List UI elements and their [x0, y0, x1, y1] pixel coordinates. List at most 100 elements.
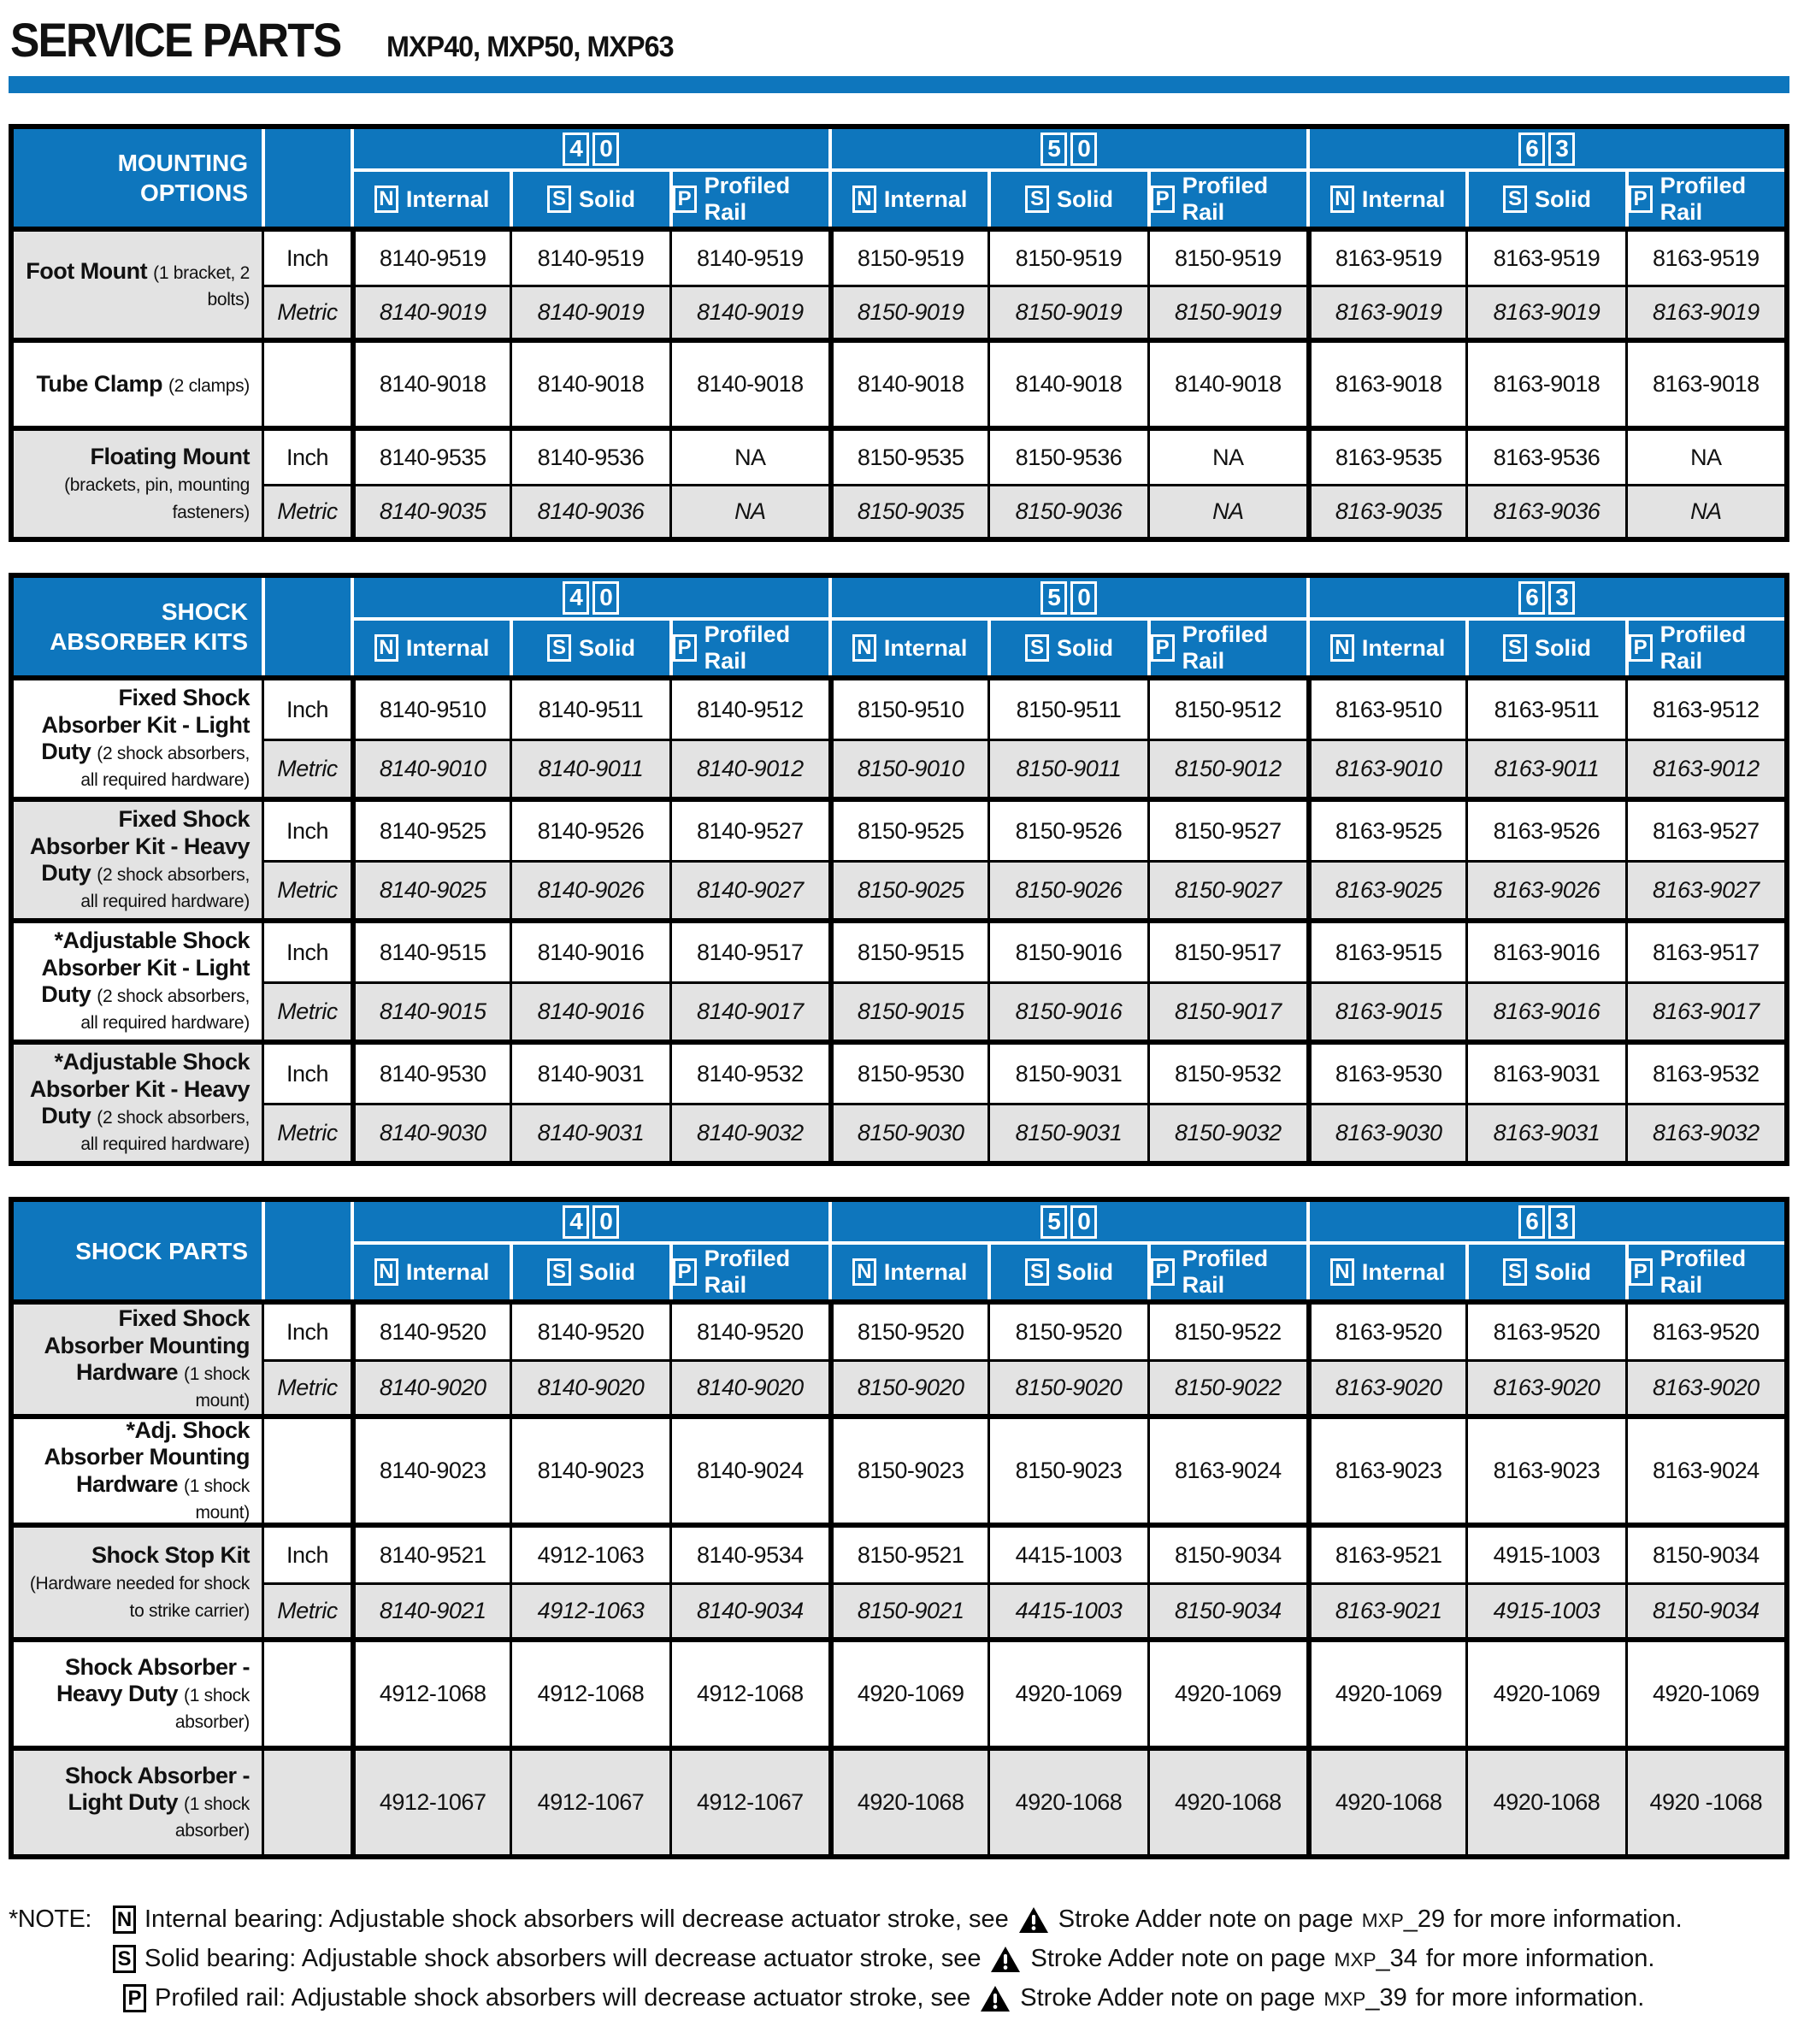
bearing-letter-icon: N — [1329, 186, 1354, 213]
part-number-cell: 8140-9510 — [351, 680, 510, 739]
bearing-letter-icon: S — [113, 1945, 136, 1973]
bearing-column-label: Profiled Rail — [1659, 1246, 1747, 1298]
bearing-column-header: S Solid — [510, 172, 669, 227]
size-digit-box: 0 — [1070, 132, 1098, 166]
table-row-group: Shock Absorber - Light Duty (1 shock abs… — [14, 1746, 1784, 1854]
bearing-letter-icon: S — [1502, 186, 1527, 213]
row-sublabel: (1 shock mount) — [184, 1476, 250, 1523]
part-number-cell: 8150-9532 — [1147, 1045, 1306, 1103]
unit-cell — [262, 1419, 351, 1523]
part-number-cell: 8163-9024 — [1147, 1419, 1306, 1523]
tables-container: MOUNTING OPTIONS 4 0 5 0 6 3 N Internal S Solid P Pr… — [9, 124, 1789, 1859]
bearing-column-header: P Profiled Rail — [1624, 1245, 1784, 1299]
table-title-line: ABSORBER KITS — [50, 628, 248, 655]
part-number-cell: 8140-9018 — [669, 343, 828, 426]
row-label-text: Fixed Shock Absorber Kit - Light Duty — [41, 685, 250, 764]
row-label-cell: Shock Absorber - Light Duty (1 shock abs… — [14, 1751, 262, 1854]
part-number-cell: 8140-9020 — [351, 1359, 510, 1414]
bearing-column-header: N Internal — [1306, 172, 1466, 227]
part-number-cell: 8150-9515 — [828, 923, 988, 981]
part-number-cell: 8140-9519 — [351, 232, 510, 285]
part-number-cell: 8140-9530 — [351, 1045, 510, 1103]
part-number-cell: 8150-9016 — [987, 923, 1147, 981]
part-number-cell: 4920-1069 — [1306, 1642, 1466, 1746]
bearing-letter-icon: P — [1150, 186, 1175, 213]
part-number-cell: 8140-9018 — [987, 343, 1147, 426]
bearing-column-header: P Profiled Rail — [669, 1245, 828, 1299]
part-number-cell: 8140-9012 — [669, 739, 828, 797]
part-number-cell: 8163-9031 — [1465, 1103, 1625, 1161]
part-number-cell: 8163-9023 — [1465, 1419, 1625, 1523]
row-label-text: Fixed Shock Absorber Kit - Heavy Duty — [29, 806, 251, 886]
row-label-text: Foot Mount — [26, 257, 148, 284]
part-number-cell: 8150-9023 — [987, 1419, 1147, 1523]
part-number-cell: 8140-9024 — [669, 1419, 828, 1523]
part-number-cell: 8163-9519 — [1465, 232, 1625, 285]
part-number-cell: 8150-9031 — [987, 1103, 1147, 1161]
part-number-cell: 8150-9036 — [987, 484, 1147, 537]
bearing-letter-icon: S — [1502, 1258, 1527, 1286]
bearing-letter-icon: S — [546, 186, 571, 213]
row-label: Fixed Shock Absorber Kit - Light Duty (2… — [22, 685, 250, 792]
table-header: SHOCK PARTS 4 0 5 0 6 3 N Internal S Solid P Profile… — [14, 1202, 1784, 1299]
bearing-column-label: Internal — [883, 186, 968, 212]
part-number-cell: 8140-9511 — [510, 680, 669, 739]
part-number-cell: 8150-9032 — [1147, 1103, 1306, 1161]
part-number-cell: 8150-9035 — [828, 484, 988, 537]
part-number-cell: 4912-1067 — [510, 1751, 669, 1854]
part-number-cell: 8140-9019 — [669, 285, 828, 338]
part-number-cell: 8140-9519 — [669, 232, 828, 285]
bearing-column-header: S Solid — [1465, 621, 1625, 675]
unit-cell: Inch — [262, 1305, 351, 1359]
size-digit-box: 0 — [592, 580, 620, 615]
bearing-column-label: Profiled Rail — [1659, 621, 1747, 674]
table-row-group: *Adjustable Shock Absorber Kit - Light D… — [14, 918, 1784, 1040]
part-number-cell: NA — [1624, 484, 1784, 537]
part-number-cell: 8140-9519 — [510, 232, 669, 285]
bearing-column-label: Profiled Rail — [704, 621, 791, 674]
bearing-letter-icon: S — [546, 1258, 571, 1286]
part-number-cell: 8140-9535 — [351, 431, 510, 484]
part-number-cell: 8163-9035 — [1306, 484, 1466, 537]
bearing-column-label: Solid — [1056, 1258, 1113, 1285]
part-number-cell: 4920-1068 — [1465, 1751, 1625, 1854]
table-row-group: Shock Absorber - Heavy Duty (1 shock abs… — [14, 1637, 1784, 1746]
footnote-text-middle: Stroke Adder note on page — [1030, 1945, 1326, 1972]
footnote-text-before: Solid bearing: Adjustable shock absorber… — [144, 1945, 982, 1972]
part-number-cell: 4912-1063 — [510, 1582, 669, 1637]
part-number-cell: 4920 -1068 — [1624, 1751, 1784, 1854]
part-number-cell: 8140-9027 — [669, 860, 828, 918]
part-number-cell: 8150-9512 — [1147, 680, 1306, 739]
row-label-text: Fixed Shock Absorber Mounting Hardware — [44, 1305, 251, 1385]
footnote-line: S Solid bearing: Adjustable shock absorbe… — [9, 1945, 1789, 1973]
part-number-cell: 4912-1068 — [351, 1642, 510, 1746]
part-number-cell: 8150-9022 — [1147, 1359, 1306, 1414]
row-label: *Adjustable Shock Absorber Kit - Heavy D… — [22, 1049, 251, 1156]
part-number-cell: 8140-9018 — [351, 343, 510, 426]
bearing-letter-icon: P — [1150, 1258, 1175, 1286]
bearing-letter-icon: N — [1329, 1258, 1354, 1286]
part-number-cell: 8150-9021 — [828, 1582, 988, 1637]
part-number-cell: NA — [1624, 431, 1784, 484]
part-number-cell: NA — [669, 484, 828, 537]
unit-cell: Inch — [262, 802, 351, 860]
bearing-letter-icon: P — [672, 186, 697, 213]
part-number-cell: 8150-9510 — [828, 680, 988, 739]
part-number-cell: 8150-9015 — [828, 981, 988, 1040]
unit-cell: Metric — [262, 1359, 351, 1414]
part-number-cell: 8140-9532 — [669, 1045, 828, 1103]
bearing-letter-icon: P — [672, 634, 697, 662]
part-number-cell: 8140-9520 — [510, 1305, 669, 1359]
footnote-text-before: Profiled rail: Adjustable shock absorber… — [155, 1984, 971, 2012]
part-number-cell: 8140-9021 — [351, 1582, 510, 1637]
part-number-cell: NA — [1147, 431, 1306, 484]
row-label-text: Floating Mount — [90, 444, 251, 470]
bearing-letter-icon: N — [852, 1258, 876, 1286]
bearing-column-label: Internal — [883, 1258, 968, 1285]
part-number-cell: NA — [1147, 484, 1306, 537]
size-digit-box: 5 — [1040, 580, 1068, 615]
part-number-cell: NA — [669, 431, 828, 484]
bearing-column-header: P Profiled Rail — [669, 621, 828, 675]
